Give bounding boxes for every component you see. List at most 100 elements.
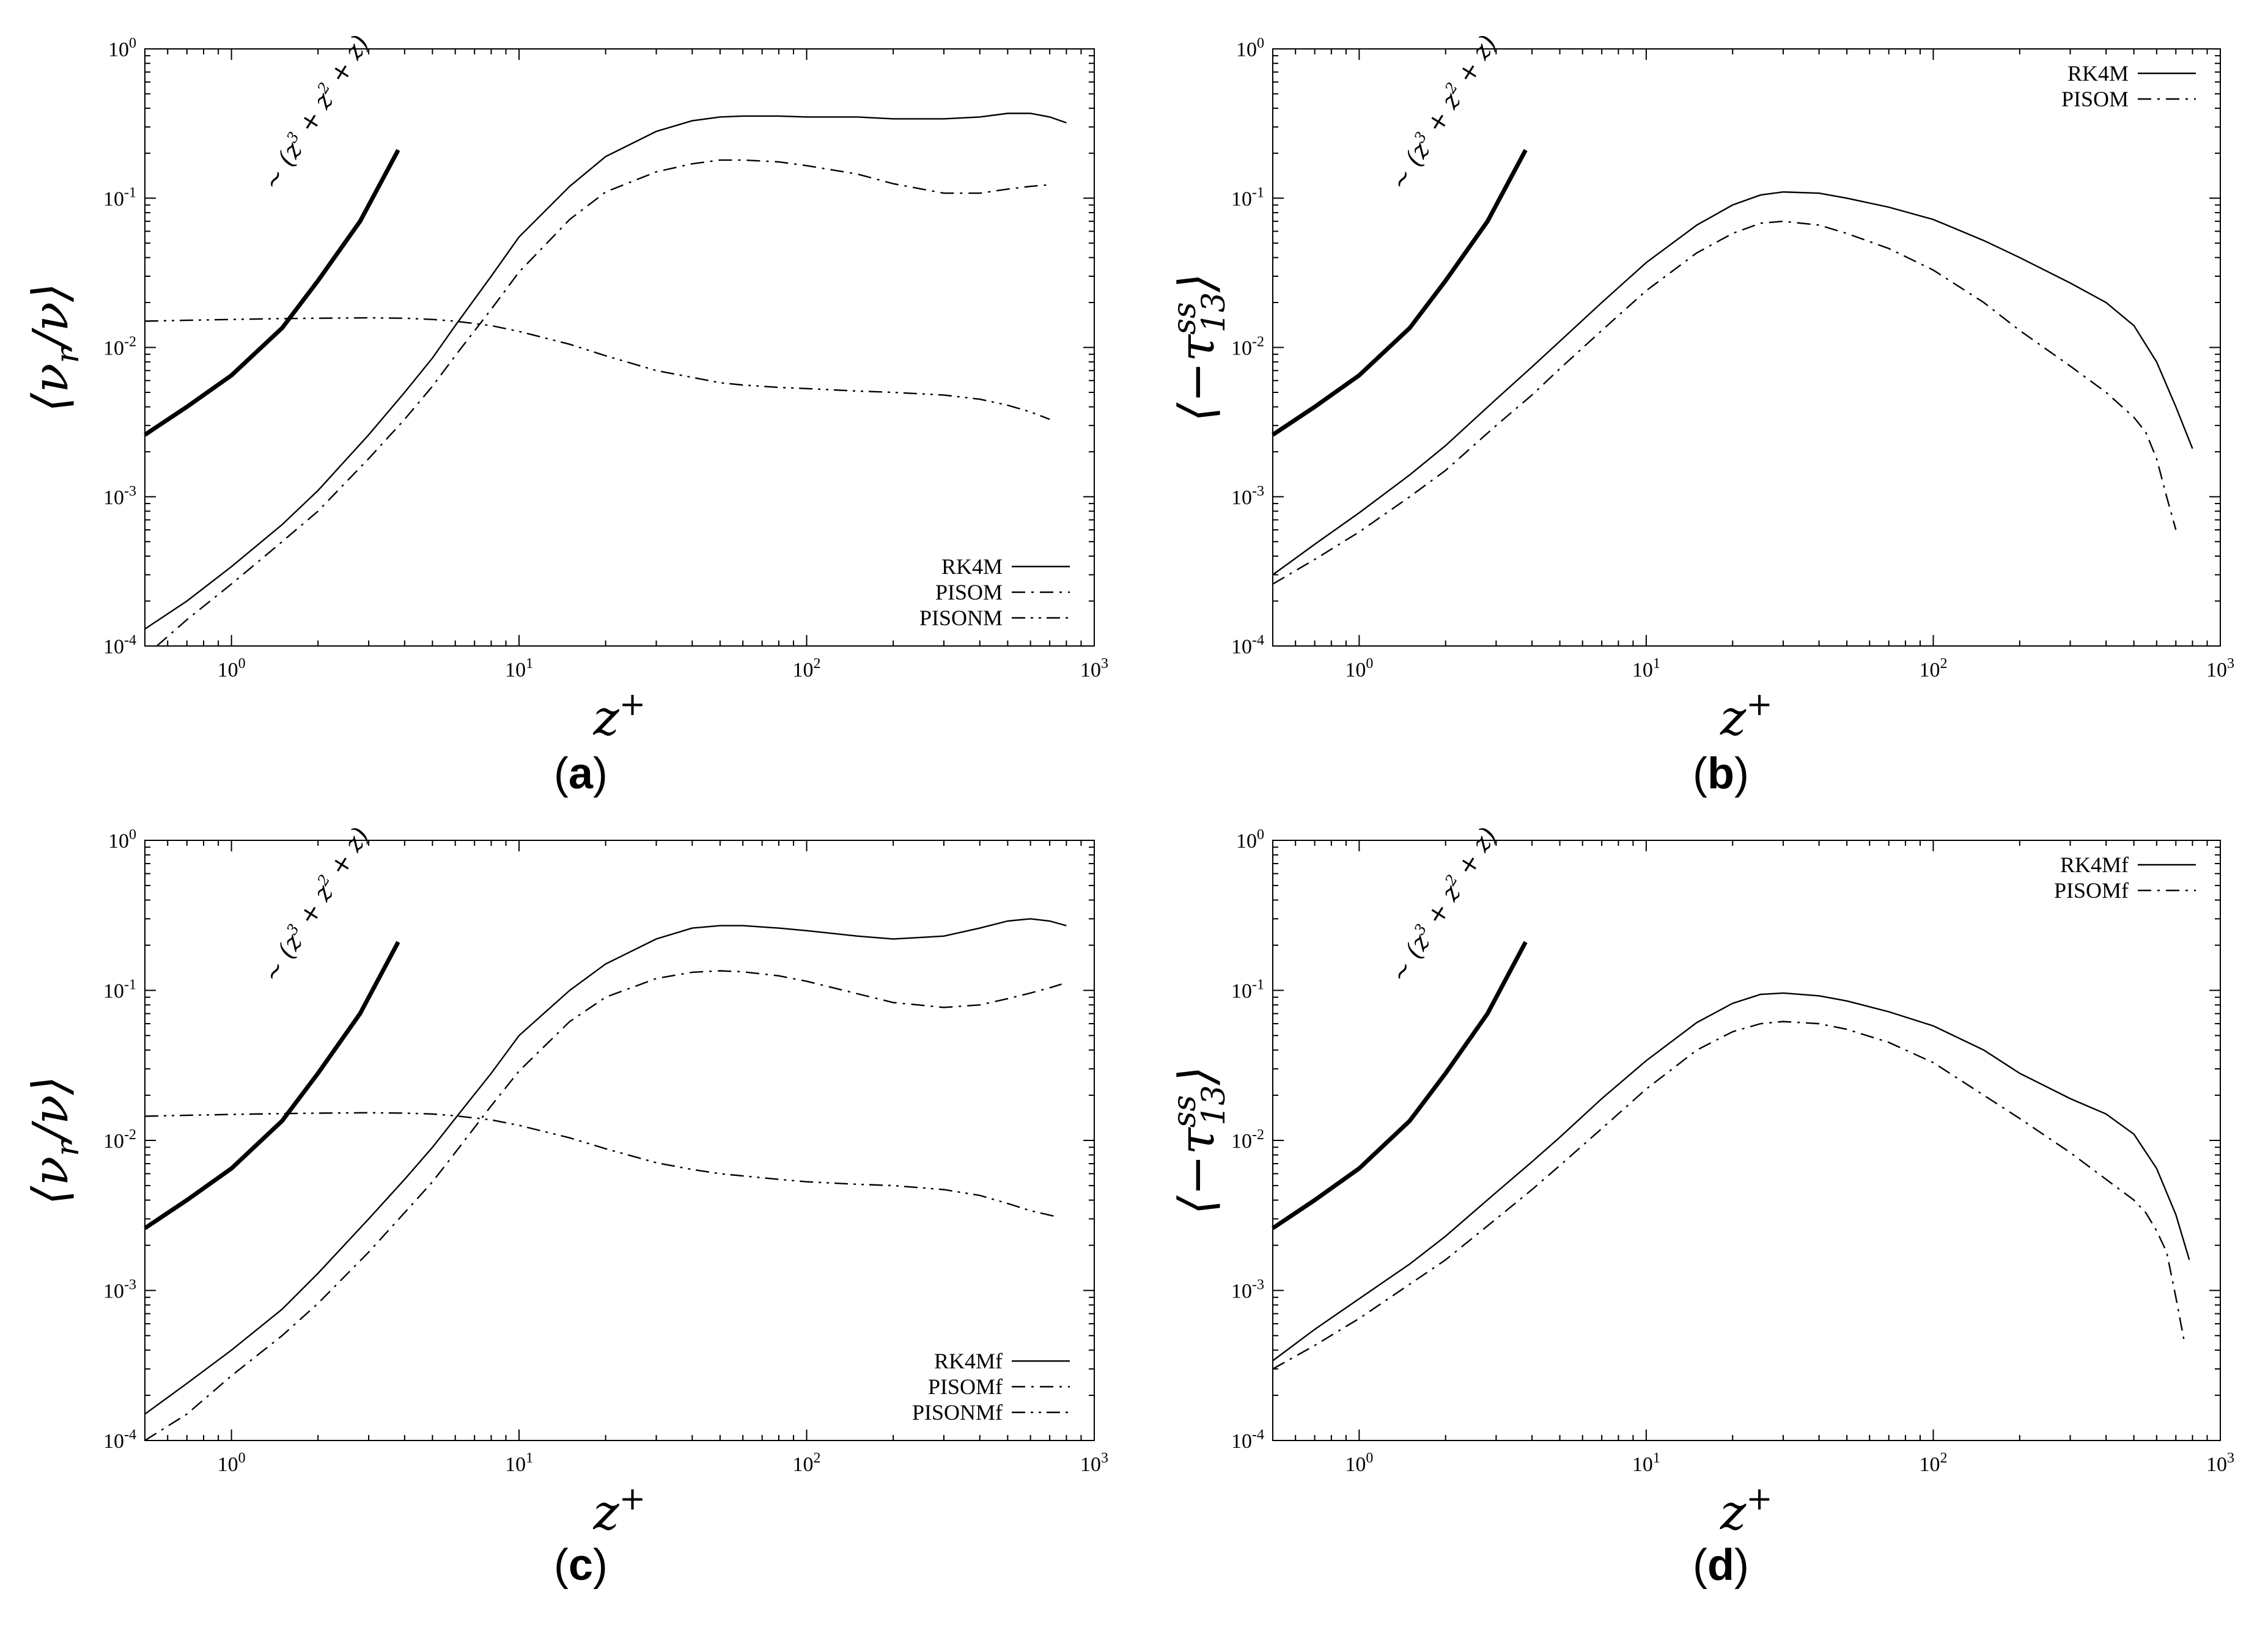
y-tick-label-exp: -4 bbox=[124, 1427, 136, 1443]
y-axis-label: ⟨−τss13⟩ bbox=[1166, 1066, 1232, 1214]
slope-label-post: + z) bbox=[320, 31, 375, 95]
x-tick-label: 101 bbox=[505, 656, 533, 681]
y-axis-label-pre: ⟨−τ bbox=[1168, 334, 1225, 422]
y-tick-label: 10-4 bbox=[1231, 1427, 1264, 1453]
x-tick-label-base: 10 bbox=[1345, 659, 1366, 681]
x-tick-label: 100 bbox=[1345, 656, 1373, 681]
x-axis-label-base: z bbox=[593, 689, 620, 746]
x-tick-label-exp: 3 bbox=[1101, 1450, 1108, 1466]
x-tick-label-base: 10 bbox=[1632, 1453, 1653, 1476]
y-tick-label-base: 10 bbox=[103, 980, 124, 1003]
slope-reference-line bbox=[144, 149, 400, 437]
y-tick-label-exp: -2 bbox=[124, 334, 136, 350]
x-axis-label-sup: + bbox=[619, 686, 646, 723]
y-tick-label: 10-2 bbox=[103, 1127, 136, 1153]
x-tick-label-exp: 1 bbox=[1653, 656, 1660, 672]
y-tick-label-exp: -3 bbox=[124, 483, 136, 499]
y-tick-label: 100 bbox=[1236, 35, 1264, 61]
x-tick-label-base: 10 bbox=[1345, 1453, 1366, 1476]
x-tick-label-exp: 0 bbox=[238, 1450, 246, 1466]
y-tick-label: 10-3 bbox=[1231, 483, 1264, 509]
panel-d: 100 101 102 10310-410-310-210-1100z+⟨−τss13… bbox=[1166, 823, 2234, 1590]
y-tick-label-exp: -3 bbox=[1252, 1277, 1264, 1293]
panel-label: (b) bbox=[1693, 749, 1749, 798]
y-tick-label-base: 10 bbox=[103, 1280, 124, 1303]
y-tick-label: 10-3 bbox=[103, 483, 136, 509]
x-axis-label: z+ bbox=[1720, 686, 1773, 746]
y-tick-label-exp: 0 bbox=[129, 35, 136, 51]
y-tick-label: 10-2 bbox=[1231, 334, 1264, 360]
legend-label: PISONM bbox=[919, 606, 1003, 630]
y-tick-label-exp: -4 bbox=[1252, 633, 1264, 648]
panel-label: (c) bbox=[554, 1541, 608, 1590]
y-tick-label-base: 10 bbox=[1231, 337, 1252, 360]
y-tick-label-base: 10 bbox=[1231, 636, 1252, 658]
x-tick-label-base: 10 bbox=[793, 659, 814, 681]
y-tick-label-base: 10 bbox=[108, 39, 129, 61]
slope-label-post: + z) bbox=[1448, 31, 1503, 95]
legend-label: PISONMf bbox=[912, 1400, 1003, 1425]
y-tick-label-base: 10 bbox=[103, 1430, 124, 1453]
slope-label: ∼ (z3 + z2 + z) bbox=[256, 30, 375, 196]
y-tick-label-base: 10 bbox=[1236, 830, 1257, 853]
legend-label: PISOM bbox=[2061, 87, 2129, 111]
y-tick-label: 10-4 bbox=[103, 1427, 136, 1453]
y-tick-label-exp: 0 bbox=[129, 827, 136, 843]
y-axis-label-sub: r bbox=[50, 346, 86, 363]
y-tick-label: 10-1 bbox=[1231, 977, 1264, 1003]
y-tick-label-base: 10 bbox=[1231, 486, 1252, 509]
y-tick-label-base: 10 bbox=[103, 337, 124, 360]
y-tick-label-base: 10 bbox=[103, 636, 124, 658]
y-axis-label-sup: ss bbox=[1166, 302, 1203, 334]
y-tick-label: 10-3 bbox=[1231, 1277, 1264, 1303]
x-tick-label: 100 bbox=[1345, 1450, 1373, 1476]
y-tick-label: 100 bbox=[1236, 827, 1264, 853]
series-line-pisonmf bbox=[144, 1112, 1057, 1218]
x-axis-label: z+ bbox=[593, 1481, 646, 1541]
y-axis-label-pre: ⟨ν bbox=[22, 363, 79, 412]
series-line-rk4mf bbox=[1272, 992, 2190, 1362]
x-tick-label: 102 bbox=[793, 1450, 821, 1476]
slope-label-pre: ∼ (z bbox=[257, 929, 308, 987]
y-tick-label-base: 10 bbox=[1231, 1130, 1252, 1153]
y-tick-label-base: 10 bbox=[1231, 1430, 1252, 1453]
x-tick-label: 100 bbox=[218, 656, 246, 681]
y-tick-label-exp: -1 bbox=[1252, 977, 1264, 993]
panel-label-paren: ) bbox=[1734, 749, 1749, 798]
x-tick-label: 103 bbox=[2206, 656, 2234, 681]
x-tick-label: 100 bbox=[218, 1450, 246, 1476]
slope-label-pre: ∼ (z bbox=[1385, 137, 1436, 195]
y-axis-label-pre: ⟨−τ bbox=[1168, 1126, 1225, 1214]
y-axis-label-post: /ν⟩ bbox=[22, 283, 79, 353]
y-axis-label-sup: ss bbox=[1166, 1095, 1203, 1128]
y-tick-label-base: 10 bbox=[1231, 1280, 1252, 1303]
y-tick-label: 10-2 bbox=[103, 334, 136, 360]
y-tick-label-exp: -3 bbox=[124, 1277, 136, 1293]
y-tick-label-exp: -1 bbox=[1252, 185, 1264, 200]
x-tick-label-base: 10 bbox=[505, 659, 526, 681]
panel-label-paren: ( bbox=[554, 749, 569, 798]
slope-label: ∼ (z3 + z2 + z) bbox=[1384, 30, 1503, 196]
x-tick-label: 102 bbox=[793, 656, 821, 681]
y-tick-label-base: 10 bbox=[103, 1130, 124, 1153]
slope-reference-line bbox=[1272, 149, 1528, 437]
legend-label: RK4Mf bbox=[934, 1349, 1003, 1373]
x-axis-label: z+ bbox=[593, 686, 646, 746]
legend-label: RK4M bbox=[941, 554, 1003, 579]
legend-label: RK4M bbox=[2067, 61, 2129, 86]
x-tick-label-base: 10 bbox=[1632, 659, 1653, 681]
slope-reference-line bbox=[1272, 941, 1528, 1230]
panel-label-letter: b bbox=[1707, 749, 1734, 798]
panel-label-paren: ( bbox=[1693, 749, 1707, 798]
y-tick-label-base: 10 bbox=[103, 486, 124, 509]
x-axis-label-sup: + bbox=[619, 1481, 646, 1517]
x-tick-label: 101 bbox=[1632, 656, 1660, 681]
series-line-pisomf bbox=[1272, 1021, 2185, 1370]
y-tick-label: 10-4 bbox=[1231, 633, 1264, 658]
y-axis-label-post: ⟩ bbox=[1168, 1066, 1225, 1085]
y-tick-label-exp: -2 bbox=[1252, 1127, 1264, 1143]
y-axis-label: ⟨νr/ν⟩ bbox=[22, 1076, 86, 1205]
y-axis-label: ⟨−τss13⟩ bbox=[1166, 273, 1232, 422]
y-tick-label-base: 10 bbox=[1231, 980, 1252, 1003]
y-tick-label-exp: -2 bbox=[124, 1127, 136, 1143]
